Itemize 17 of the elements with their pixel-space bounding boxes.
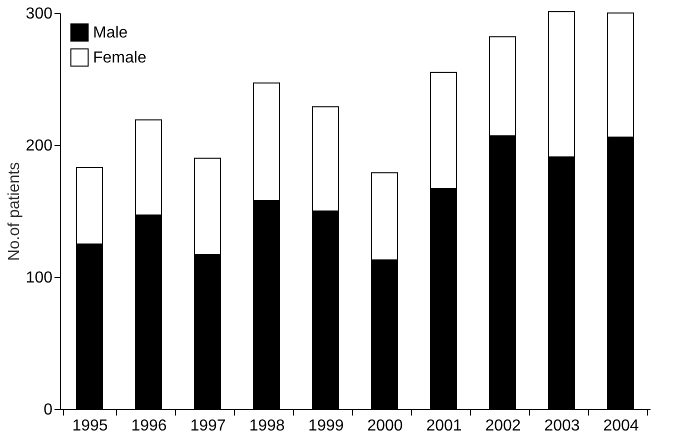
x-tick-label: 1997 [190,418,226,434]
x-tick-label: 1999 [308,418,344,434]
y-tick-label: 200 [26,138,53,154]
x-tick-label: 2001 [426,418,462,434]
x-tick-label: 1995 [72,418,108,434]
x-tick-label: 2002 [485,418,521,434]
y-tick-label: 100 [26,270,53,286]
x-tick-label: 1998 [249,418,285,434]
legend-label: Female [93,50,146,66]
x-tick-label: 2003 [544,418,580,434]
x-tick-label: 2004 [603,418,639,434]
x-tick-label: 2000 [367,418,403,434]
y-tick-label: 0 [44,402,53,418]
x-tick-label: 1996 [131,418,167,434]
y-tick-label: 300 [26,6,53,22]
legend-label: Male [93,24,128,42]
y-axis-title: No.of patients [6,162,23,261]
